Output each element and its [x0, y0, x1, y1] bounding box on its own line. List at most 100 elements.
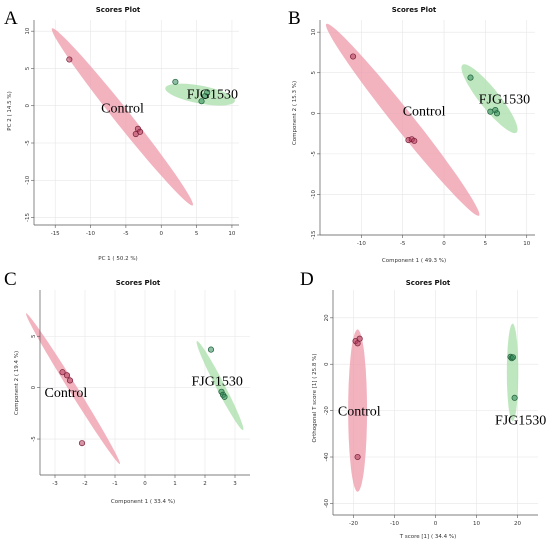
data-point-fjg [221, 393, 228, 400]
group-label-control: Control [403, 105, 446, 120]
x-tick-label: -20 [349, 521, 358, 527]
x-tick-label: -2 [82, 481, 87, 487]
x-tick-label: -10 [357, 241, 366, 247]
data-point-fjg [467, 74, 474, 81]
x-tick-label: 0 [143, 481, 147, 487]
data-point-control [63, 372, 71, 379]
x-tick-label: -15 [51, 231, 60, 237]
panel-letter-b: B [288, 8, 301, 29]
y-tick-label: 0 [311, 111, 317, 115]
confidence-ellipse-fjg [165, 83, 235, 106]
data-point-control [411, 137, 418, 144]
y-tick-label: 0 [31, 385, 37, 389]
group-label-control: Control [101, 101, 144, 116]
data-point-control [354, 340, 361, 347]
y-tick-label: -5 [25, 140, 31, 146]
y-tick-label: 5 [25, 66, 31, 70]
confidence-ellipse-control [348, 329, 367, 492]
panel-b: B Scores Plot Control FJG1530 -10 -5 0 5 10 -15 -1… [288, 6, 535, 264]
plot-title: Scores Plot [406, 279, 451, 287]
x-tick-label: -5 [400, 241, 406, 247]
data-point-control [66, 56, 73, 63]
group-label-fjg: FJG1530 [192, 375, 243, 390]
y-tick-label: 5 [311, 70, 317, 74]
x-axis-label: Component 1 ( 33.4 %) [111, 499, 175, 505]
confidence-ellipse-control [26, 313, 120, 465]
y-axis-label: Component 2 ( 15.3 %) [292, 81, 298, 145]
x-tick-label: 10 [523, 241, 530, 247]
data-point-fjg [172, 78, 179, 85]
group-label-control: Control [45, 386, 88, 401]
x-tick-label: 10 [473, 521, 480, 527]
y-tick-label: -10 [311, 189, 317, 198]
panel-letter-c: C [4, 269, 17, 290]
y-tick-label: 0 [324, 362, 330, 366]
y-tick-label: -5 [31, 436, 37, 442]
group-label-fjg: FJG1530 [479, 93, 530, 108]
y-axis-label: Component 2 ( 19.4 %) [14, 351, 20, 415]
x-axis-label: Component 1 ( 49.3 %) [382, 258, 446, 264]
x-tick-label: 5 [484, 241, 488, 247]
y-tick-label: 5 [31, 334, 37, 338]
data-point-fjg [198, 98, 205, 105]
data-point-control [66, 377, 74, 384]
x-tick-label: -10 [86, 231, 95, 237]
x-tick-label: 2 [203, 481, 207, 487]
y-tick-label: 20 [324, 314, 330, 321]
y-tick-label: 10 [25, 27, 31, 34]
confidence-ellipse-fjg [196, 341, 244, 431]
confidence-ellipse-fjg [461, 64, 518, 134]
plot-title: Scores Plot [96, 6, 141, 14]
data-point-control [354, 453, 361, 461]
x-tick-label: -10 [390, 521, 399, 527]
y-tick-label: 10 [311, 28, 317, 35]
x-tick-label: 0 [442, 241, 446, 247]
y-tick-label: -20 [324, 406, 330, 415]
y-tick-label: -60 [324, 498, 330, 507]
y-axis-label: PC 2 ( 14.5 %) [7, 91, 13, 130]
data-point-fjg [511, 394, 518, 401]
confidence-ellipse-fjg [506, 323, 519, 422]
plot-title: Scores Plot [392, 6, 437, 14]
x-axis-label: T score [1] ( 34.4 %) [399, 534, 456, 540]
x-tick-label: 10 [228, 231, 235, 237]
y-tick-label: -40 [324, 452, 330, 461]
data-point-fjg [487, 108, 494, 115]
panel-d: D Scores Plot Control FJG1530 -20 -10 0 10 20 -60… [300, 269, 546, 540]
x-tick-label: 0 [159, 231, 163, 237]
x-tick-label: 0 [434, 521, 438, 527]
plot-title: Scores Plot [116, 279, 161, 287]
panel-letter-a: A [4, 8, 18, 29]
y-tick-label: 0 [25, 103, 31, 107]
panel-a: A Scores Plot Control FJG1530 -15 -10 -5 0 5 10 -1… [4, 6, 239, 262]
y-axis-label: Orthogonal T score [1] ( 25.8 %) [312, 353, 318, 442]
x-tick-label: 20 [514, 521, 521, 527]
y-tick-label: -15 [311, 230, 317, 239]
data-point-fjg [509, 354, 517, 361]
panel-c: C Scores Plot Control FJG1530 -3 -2 -1 0 1 2 3 -5 0 5… [4, 269, 250, 505]
data-point-fjg [207, 346, 215, 353]
x-tick-label: -1 [112, 481, 117, 487]
group-label-control: Control [338, 404, 381, 419]
x-tick-label: 3 [233, 481, 237, 487]
data-point-control [132, 131, 139, 138]
x-tick-label: 1 [173, 481, 177, 487]
panel-letter-d: D [300, 269, 314, 290]
data-point-fjg [493, 110, 501, 117]
x-tick-label: 5 [195, 231, 199, 237]
x-tick-label: -5 [123, 231, 129, 237]
x-tick-label: -3 [52, 481, 58, 487]
confidence-ellipse-control [51, 28, 194, 206]
group-label-fjg: FJG1530 [495, 414, 546, 429]
y-tick-label: -10 [25, 175, 31, 184]
y-tick-label: -15 [25, 213, 31, 222]
data-point-control [78, 440, 86, 447]
data-point-fjg [204, 89, 211, 96]
confidence-ellipse-control [325, 23, 480, 216]
group-label-fjg: FJG1530 [187, 87, 238, 102]
x-axis-label: PC 1 ( 50.2 %) [98, 256, 137, 262]
y-tick-label: -5 [311, 151, 317, 157]
data-point-control [350, 53, 357, 60]
data-point-control [59, 369, 66, 376]
